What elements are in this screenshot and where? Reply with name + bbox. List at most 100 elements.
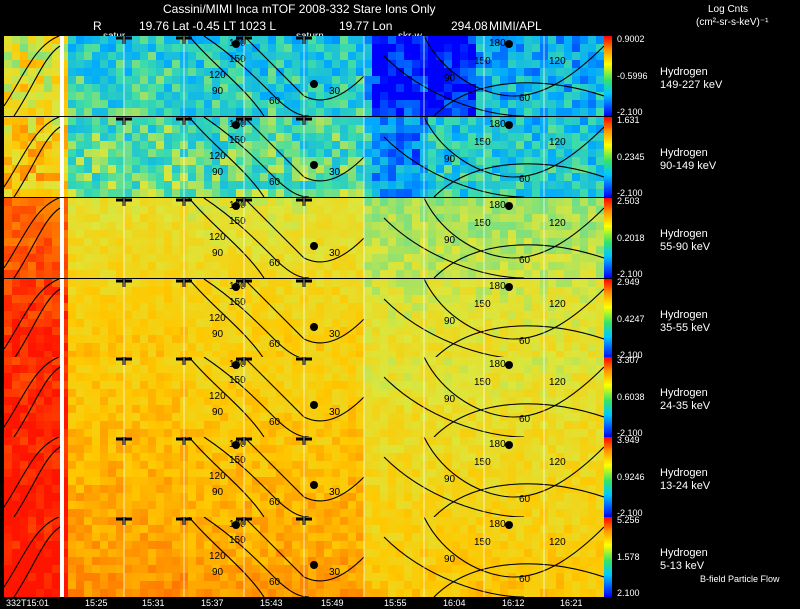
panel-species: Hydrogen	[660, 66, 708, 78]
plot-title: Cassini/MIMI Inca mTOF 2008-332 Stare Io…	[163, 2, 436, 16]
spectrogram-panel: 1801501209060301801501209060	[4, 198, 604, 278]
position-info: 19.76 Lat -0.45 LT 1023 L	[139, 19, 276, 33]
contour-label: 150	[229, 54, 246, 65]
colorbar-min: -2.100	[617, 508, 643, 518]
colorbar-min: -2.100	[617, 107, 643, 117]
contour-label: 90	[212, 86, 224, 97]
contour-line	[203, 198, 310, 278]
contour-label: 150	[474, 537, 491, 548]
panel-species: Hydrogen	[660, 547, 708, 559]
colorbar	[604, 357, 612, 437]
colorbar-max: 2.503	[617, 196, 640, 206]
time-tick: 16:12	[502, 598, 525, 608]
contour-label: 60	[519, 174, 531, 185]
contour-label: 90	[444, 394, 456, 405]
panel-energy: 5-13 keV	[660, 560, 705, 572]
contour-label: 60	[269, 497, 281, 508]
contour-label: 120	[549, 377, 566, 388]
contour-label: 30	[329, 167, 341, 178]
contour-line	[4, 36, 60, 107]
time-tick: 15:31	[142, 598, 165, 608]
contour-line	[433, 403, 604, 437]
contour-label: 90	[212, 487, 224, 498]
direction-marker	[505, 40, 513, 48]
direction-marker	[232, 361, 240, 369]
contour-label: 60	[519, 255, 531, 266]
contour-label: 150	[474, 218, 491, 229]
contour-label: 150	[229, 297, 246, 308]
contour-label: 150	[474, 377, 491, 388]
contour-label: 60	[519, 494, 531, 505]
contour-label: 30	[329, 487, 341, 498]
contour-label: 120	[209, 471, 226, 482]
direction-marker	[310, 561, 318, 569]
contour-label: 60	[519, 574, 531, 585]
contour-line	[188, 437, 265, 517]
panel-species: Hydrogen	[660, 147, 708, 159]
colorbar-mid: 0.9246	[617, 472, 645, 482]
spectrogram-panel: 1801501209060301801501209060	[4, 117, 604, 197]
contour-label: 150	[229, 455, 246, 466]
contour-label: 60	[519, 93, 531, 104]
contour-label: 60	[269, 577, 281, 588]
panel-species: Hydrogen	[660, 309, 708, 321]
contour-label: 60	[519, 414, 531, 425]
time-tick: 332T15:01	[6, 598, 50, 608]
contour-line	[383, 217, 525, 278]
time-tick: 16:21	[560, 598, 583, 608]
contour-line	[4, 117, 60, 188]
contour-line	[13, 288, 61, 359]
contour-label: 30	[329, 407, 341, 418]
contour-label: 60	[269, 96, 281, 107]
colorbar-mid: 0.2018	[617, 233, 645, 243]
contour-line	[188, 279, 265, 359]
r-label: R	[93, 19, 102, 33]
colorbar-mid: 0.2345	[617, 152, 645, 162]
colorbar-min: -2.100	[617, 428, 643, 438]
colorbar-min: 2.100	[617, 588, 640, 598]
contour-line	[383, 456, 525, 517]
panel-energy: 24-35 keV	[660, 400, 711, 412]
spectrogram-panel: 1801501209060301801501209060	[4, 517, 604, 597]
contour-line	[423, 117, 604, 178]
contour-label: 180	[489, 200, 506, 211]
panel-energy: 90-149 keV	[660, 160, 717, 172]
contour-label: 90	[444, 474, 456, 485]
contour-line	[203, 36, 310, 116]
colorbar-mid: 1.578	[617, 552, 640, 562]
contour-label: 120	[209, 151, 226, 162]
direction-marker	[505, 521, 513, 529]
colorbar-max: 3.949	[617, 435, 640, 445]
contour-line	[13, 366, 61, 437]
contour-line	[383, 55, 525, 116]
contour-line	[423, 357, 604, 418]
colorbar	[604, 437, 612, 517]
time-tick: 15:55	[384, 598, 407, 608]
direction-marker	[232, 441, 240, 449]
contour-label: 120	[549, 537, 566, 548]
contour-label: 90	[444, 154, 456, 165]
contour-label: 150	[474, 457, 491, 468]
direction-marker	[310, 161, 318, 169]
direction-marker	[505, 121, 513, 129]
contour-label: 60	[269, 417, 281, 428]
units-line2: (cm²-sr-s-keV)⁻¹	[696, 17, 769, 28]
contour-line	[423, 198, 604, 259]
colorbar	[604, 279, 612, 359]
contour-line	[4, 437, 60, 508]
contour-line	[203, 437, 310, 517]
colorbar-max: 0.9002	[617, 34, 645, 44]
colorbar-min: -2.100	[617, 188, 643, 198]
contour-label: 90	[444, 316, 456, 327]
contour-line	[433, 563, 604, 597]
contour-label: 90	[444, 235, 456, 246]
contour-line	[433, 483, 604, 517]
colorbar-max: 5.256	[617, 515, 640, 525]
contour-line	[188, 357, 265, 437]
units-line1: Log Cnts	[708, 4, 749, 15]
contour-line	[423, 279, 604, 340]
contour-label: 120	[549, 56, 566, 67]
panel-energy: 149-227 keV	[660, 79, 723, 91]
contour-line	[4, 517, 60, 588]
contour-label: 150	[474, 56, 491, 67]
